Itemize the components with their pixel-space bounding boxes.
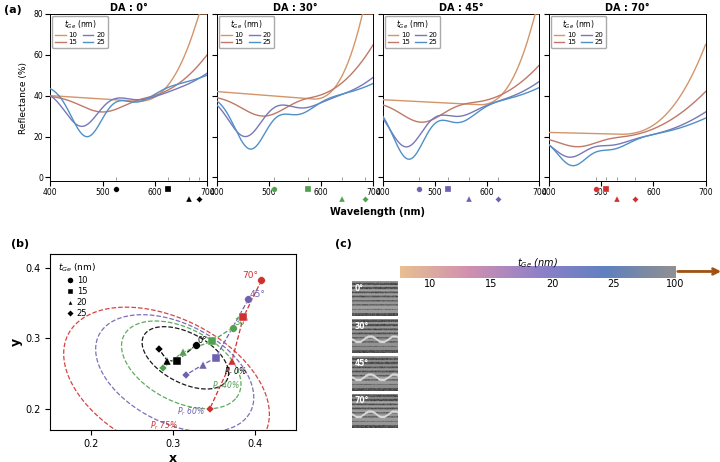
Y-axis label: Reflectance (%): Reflectance (%) bbox=[19, 61, 28, 134]
Text: $P_r$ 40%: $P_r$ 40% bbox=[212, 380, 240, 392]
Text: 30°: 30° bbox=[355, 322, 369, 331]
Text: (a): (a) bbox=[4, 5, 22, 15]
Text: 100: 100 bbox=[666, 279, 684, 289]
Text: 70°: 70° bbox=[355, 396, 369, 406]
Text: Wavelength (nm): Wavelength (nm) bbox=[330, 207, 426, 217]
Text: 45°: 45° bbox=[355, 359, 369, 368]
Legend: 10, 15, 20, 25: 10, 15, 20, 25 bbox=[55, 258, 99, 321]
Text: $P_r$ 0%: $P_r$ 0% bbox=[224, 366, 247, 378]
Legend: 10, 15, 20, 25: 10, 15, 20, 25 bbox=[219, 16, 274, 48]
Legend: 10, 15, 20, 25: 10, 15, 20, 25 bbox=[53, 16, 108, 48]
Legend: 10, 15, 20, 25: 10, 15, 20, 25 bbox=[384, 16, 440, 48]
Text: (c): (c) bbox=[336, 239, 352, 249]
Text: (b): (b) bbox=[11, 239, 29, 249]
Title: DA : 45°: DA : 45° bbox=[438, 3, 483, 13]
Text: 25: 25 bbox=[608, 279, 620, 289]
Text: 70°: 70° bbox=[243, 271, 258, 280]
Title: DA : 70°: DA : 70° bbox=[605, 3, 649, 13]
Text: 0°: 0° bbox=[197, 336, 207, 345]
Text: 45°: 45° bbox=[250, 290, 266, 299]
Text: 0°: 0° bbox=[355, 284, 364, 293]
Y-axis label: y: y bbox=[9, 338, 22, 346]
Title: DA : 0°: DA : 0° bbox=[110, 3, 148, 13]
Text: $P_r$ 60%: $P_r$ 60% bbox=[177, 405, 205, 418]
Text: $t_{Ge}$ (nm): $t_{Ge}$ (nm) bbox=[517, 257, 558, 270]
Text: 15: 15 bbox=[485, 279, 498, 289]
Text: 20: 20 bbox=[546, 279, 559, 289]
Text: $P_r$ 75%: $P_r$ 75% bbox=[150, 419, 178, 432]
Legend: 10, 15, 20, 25: 10, 15, 20, 25 bbox=[551, 16, 606, 48]
Text: 10: 10 bbox=[424, 279, 436, 289]
X-axis label: x: x bbox=[169, 452, 177, 462]
Title: DA : 30°: DA : 30° bbox=[273, 3, 318, 13]
Text: 30°: 30° bbox=[235, 318, 249, 328]
